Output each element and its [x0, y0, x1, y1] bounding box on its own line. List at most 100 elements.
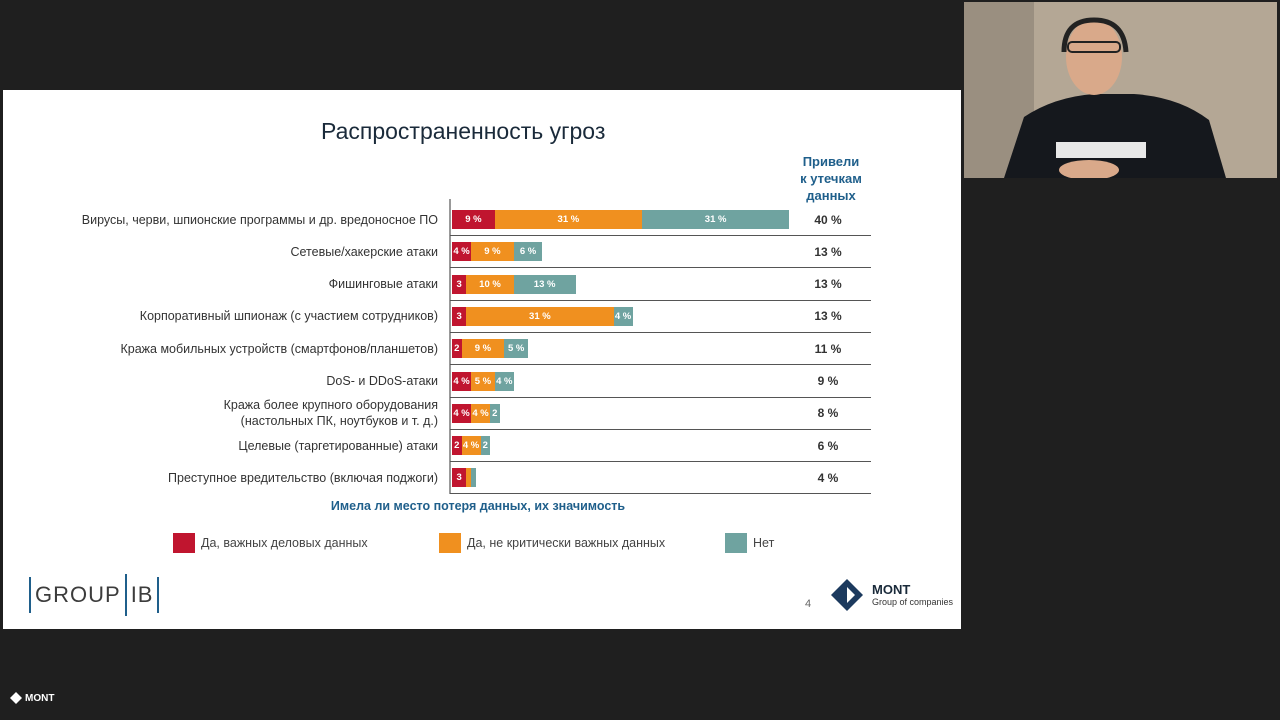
leak-value: 4 % — [817, 470, 839, 485]
bar-segment: 9 % — [461, 339, 505, 359]
leak-value: 13 % — [814, 277, 842, 292]
bar-segment: 3 — [452, 306, 467, 326]
category-label: DoS- и DDoS-атаки — [326, 373, 438, 389]
bar-data-label: 3 — [456, 472, 462, 484]
category-label-line: Фишинговые атаки — [328, 277, 438, 292]
category-label: Фишинговые атаки — [329, 276, 438, 292]
legend-item-important: Да, важных деловых данных — [173, 533, 368, 553]
bar-segment: 3 — [452, 274, 467, 294]
leak-value: 13 % — [814, 309, 842, 324]
bar-data-label: 6 % — [519, 246, 537, 258]
mont-name: MONT — [872, 582, 911, 597]
logo-divider — [29, 577, 31, 613]
legend-label: Нет — [753, 536, 775, 550]
bar-segment: 5 % — [504, 339, 528, 359]
bar-segment: 6 % — [513, 242, 543, 262]
row-separator — [450, 267, 871, 269]
leak-header-line: к утечкам — [800, 171, 862, 186]
leak-header-line: Привели — [802, 154, 860, 169]
legend-item-noncritical: Да, не критически важных данных — [439, 533, 665, 553]
bar-segment: 9 % — [452, 210, 495, 229]
category-label: Вирусы, черви, шпионские программы и др.… — [82, 212, 438, 228]
category-label-line: Преступное вредительство (включая поджог… — [168, 470, 438, 485]
leak-column-header: Привели к утечкам данных — [786, 153, 876, 204]
bar-segment: 4 % — [452, 371, 471, 391]
logo-divider — [124, 574, 127, 616]
bar-segment: 13 % — [513, 274, 576, 294]
page-number: 4 — [805, 598, 812, 610]
leak-value: 13 % — [814, 244, 842, 259]
row-separator — [450, 331, 871, 333]
leak-value: 8 % — [817, 406, 839, 421]
row-separator — [450, 364, 871, 366]
bar-segment: 4 % — [494, 371, 514, 391]
bar-segment — [466, 468, 471, 488]
slide: Распространенность угроз Привели к утечк… — [3, 90, 961, 629]
category-label-line: Кража мобильных устройств (смартфонов/пл… — [120, 341, 438, 356]
bar-data-label: 4 % — [453, 246, 470, 258]
bar-data-label: 31 % — [704, 214, 727, 225]
bar-segment: 4 % — [461, 436, 481, 456]
bar-segment: 2 — [452, 339, 462, 359]
row-separator — [450, 396, 871, 398]
y-axis-line — [449, 199, 451, 494]
bar-data-label: 4 % — [496, 375, 513, 387]
bar-segment: 5 % — [471, 371, 495, 391]
row-separator — [450, 235, 871, 236]
bar-data-label: 2 — [492, 407, 498, 419]
bar-segment: 4 % — [613, 306, 633, 326]
category-label: Корпоративный шпионаж (с участием сотруд… — [140, 308, 438, 324]
logo-divider — [157, 577, 160, 613]
bar-segment: 31 % — [466, 306, 614, 326]
groupib-logo: GROUP IB — [25, 574, 163, 616]
bar-segment: 9 % — [471, 242, 514, 262]
bar-segment: 31 % — [642, 210, 790, 229]
bar-data-label: 10 % — [479, 278, 501, 290]
bar-data-label: 9 % — [465, 214, 482, 225]
row-separator — [450, 461, 871, 463]
legend-swatch — [439, 533, 461, 553]
bar-data-label: 31 % — [557, 214, 580, 225]
bar-data-label: 3 — [456, 278, 462, 290]
bar-data-label: 13 % — [533, 278, 556, 290]
category-label: Целевые (таргетированные) атаки — [238, 438, 438, 454]
leak-header-line: данных — [806, 188, 856, 203]
category-label-line: Вирусы, черви, шпионские программы и др.… — [81, 212, 438, 227]
logo-text: GROUP — [35, 582, 121, 607]
bar-data-label: 4 % — [453, 375, 470, 387]
legend-swatch — [173, 533, 195, 553]
bar-segment: 2 — [490, 403, 500, 423]
bar-data-label: 3 — [456, 310, 462, 322]
legend-item-no: Нет — [725, 533, 774, 553]
bar-data-label: 5 % — [474, 375, 492, 387]
logo-text: IB — [130, 582, 154, 607]
legend-label: Да, важных деловых данных — [201, 536, 368, 550]
bottom-logo-text: MONT — [25, 692, 55, 704]
mont-logo-icon — [831, 579, 863, 611]
bar-data-label: 9 % — [474, 343, 492, 355]
webcam-video — [964, 2, 1277, 178]
category-label-line: (настольных ПК, ноутбуков и т. д.) — [240, 414, 438, 429]
bar-data-label: 4 % — [462, 440, 480, 452]
category-label: Преступное вредительство (включая поджог… — [168, 470, 438, 486]
legend-label: Да, не критически важных данных — [467, 536, 666, 550]
row-separator — [450, 428, 871, 430]
category-label-line: Сетевые/хакерские атаки — [290, 244, 438, 259]
row-separator — [450, 299, 871, 301]
bar-data-label: 2 — [482, 440, 488, 452]
leak-value: 6 % — [817, 438, 839, 453]
category-label-line: Корпоративный шпионаж (с участием сотруд… — [139, 309, 438, 324]
legend-swatch — [725, 533, 747, 553]
category-label-line: Целевые (таргетированные) атаки — [238, 438, 438, 453]
slide-title: Распространенность угроз — [321, 118, 606, 144]
bottom-mont-logo: MONT — [10, 692, 54, 704]
leak-value: 9 % — [817, 374, 839, 388]
bar-segment: 10 % — [466, 274, 514, 294]
bar-data-label: 4 % — [614, 310, 632, 322]
leak-value: 40 % — [814, 212, 842, 227]
category-label: Кража мобильных устройств (смартфонов/пл… — [120, 341, 438, 357]
bar-segment: 4 % — [452, 403, 471, 423]
bar-segment: 4 % — [452, 242, 471, 262]
bar-data-label: 31 % — [529, 310, 551, 322]
bar-data-label: 2 — [454, 343, 460, 355]
